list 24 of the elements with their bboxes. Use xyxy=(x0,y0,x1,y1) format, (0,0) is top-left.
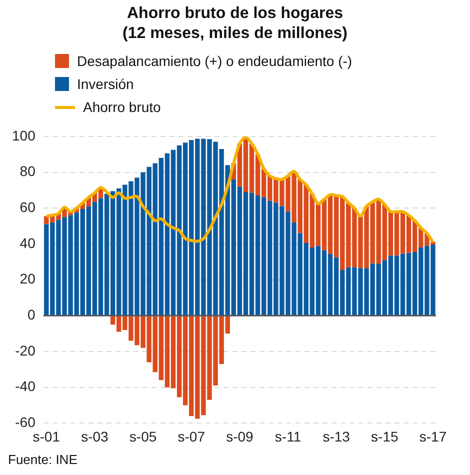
x-tick-label: s-03 xyxy=(81,428,109,444)
y-tick-label: 40 xyxy=(20,234,36,251)
x-tick-label: s-13 xyxy=(322,428,350,444)
legend-label: Desapalancamiento (+) o endeudamiento (-) xyxy=(77,53,352,69)
x-tick-label: s-17 xyxy=(419,428,447,444)
source-note: Fuente: INE xyxy=(8,452,78,467)
y-tick-label: 20 xyxy=(20,270,36,287)
x-tick-label: s-15 xyxy=(371,428,398,444)
legend-label: Inversión xyxy=(77,76,134,92)
x-tick-label: s-07 xyxy=(178,428,206,444)
legend-label: Ahorro bruto xyxy=(83,99,161,115)
y-tick-label: -20 xyxy=(15,342,36,358)
x-tick-label: s-05 xyxy=(129,428,157,444)
y-tick-label: 0 xyxy=(28,306,36,323)
y-tick-label: 100 xyxy=(12,127,36,144)
y-tick-label: 80 xyxy=(20,163,36,180)
y-tick-label: -60 xyxy=(15,414,36,430)
y-tick-label: 60 xyxy=(20,198,36,215)
x-tick-label: s-11 xyxy=(274,428,302,444)
chart-title: Ahorro bruto de los hogares (12 meses, miles de millones) xyxy=(122,4,348,44)
line-series xyxy=(44,136,434,244)
y-tick-label: -40 xyxy=(15,378,36,394)
x-tick-label: s-01 xyxy=(32,428,60,444)
x-tick-label: s-09 xyxy=(226,428,254,444)
